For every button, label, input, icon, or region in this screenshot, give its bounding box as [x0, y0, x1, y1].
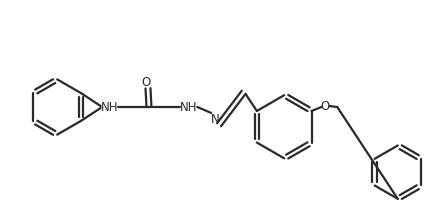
Text: O: O: [141, 76, 151, 89]
Text: O: O: [321, 100, 330, 112]
Text: N: N: [211, 113, 219, 126]
Text: NH: NH: [101, 100, 118, 114]
Text: NH: NH: [180, 100, 197, 114]
